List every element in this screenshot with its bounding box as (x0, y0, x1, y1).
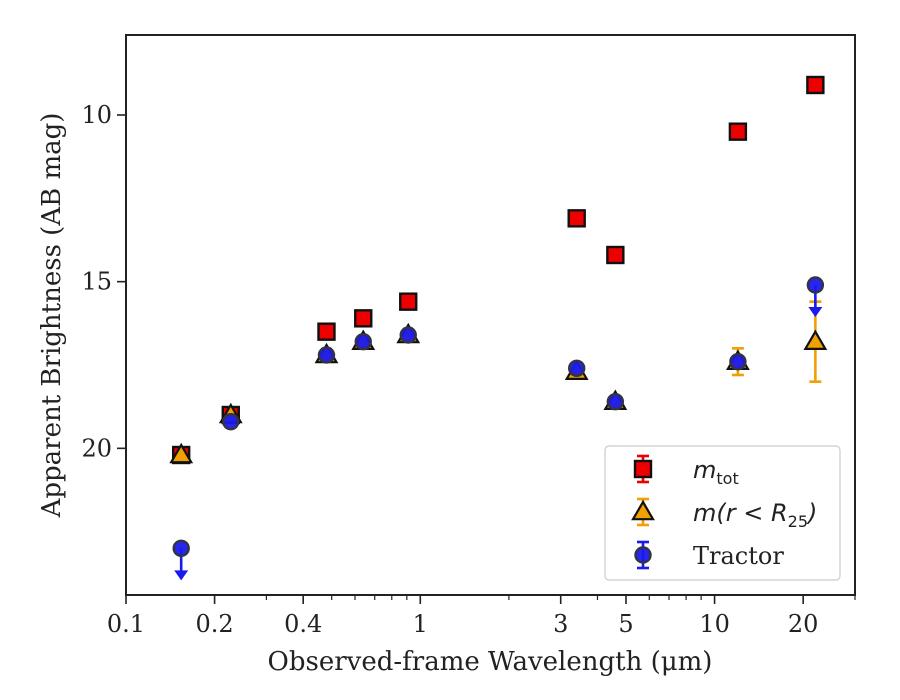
y-tick-label: 15 (81, 268, 112, 296)
data-point-circle (729, 352, 747, 371)
legend-box (604, 445, 841, 581)
plot-frame (125, 34, 856, 596)
legend-entry-label: Tractor (693, 542, 784, 570)
data-point-circle (354, 332, 372, 351)
series-triangle (169, 300, 828, 464)
series-circle (172, 276, 825, 581)
y-tick-label: 20 (81, 434, 112, 462)
data-point-triangle (803, 329, 828, 350)
data-point-circle (222, 412, 240, 431)
x-tick-label: 1 (413, 610, 428, 638)
data-point-circle (606, 392, 625, 411)
x-tick-label: 5 (618, 610, 633, 638)
upper-limit-head (808, 307, 823, 317)
x-tick-label: 20 (788, 610, 819, 638)
chart-marks (169, 75, 828, 581)
legend-marker-circle (634, 546, 652, 564)
data-point-triangle (169, 442, 194, 464)
data-point-square (354, 309, 373, 328)
y-axis-label: Apparent Brightness (AB mag) (37, 113, 67, 519)
data-point-square (806, 75, 825, 95)
data-point-circle (172, 539, 190, 558)
data-point-square (399, 292, 418, 311)
legend: mtot m(r < R25) Tractor (604, 445, 841, 581)
data-point-circle (399, 326, 417, 344)
y-tick-label: 10 (81, 101, 112, 129)
x-axis: 0.1 0.2 0.4 1 3 5 10 20 (107, 595, 856, 638)
legend-marker-triangle (631, 499, 655, 521)
x-tick-label: 3 (553, 610, 568, 638)
series-square (171, 75, 825, 465)
data-point-circle (806, 276, 825, 294)
x-tick-label: 0.2 (196, 610, 234, 638)
x-tick-label: 0.4 (284, 610, 322, 638)
data-point-circle (568, 359, 586, 378)
data-point-square (728, 122, 748, 141)
x-tick-label: 10 (699, 610, 730, 638)
data-point-circle (317, 346, 336, 364)
legend-entry-label: m(r < R25) (693, 499, 817, 531)
legend-marker-square (633, 459, 653, 479)
upper-limit-head (174, 570, 189, 581)
x-tick-label: 0.1 (107, 610, 145, 638)
legend-entry-label: mtot (693, 456, 739, 488)
x-axis-label: Observed-frame Wavelength (μm) (268, 647, 713, 677)
data-point-square (606, 245, 625, 265)
data-point-square (567, 209, 586, 228)
data-point-square (317, 322, 336, 341)
y-axis: 10 15 20 (81, 101, 126, 462)
